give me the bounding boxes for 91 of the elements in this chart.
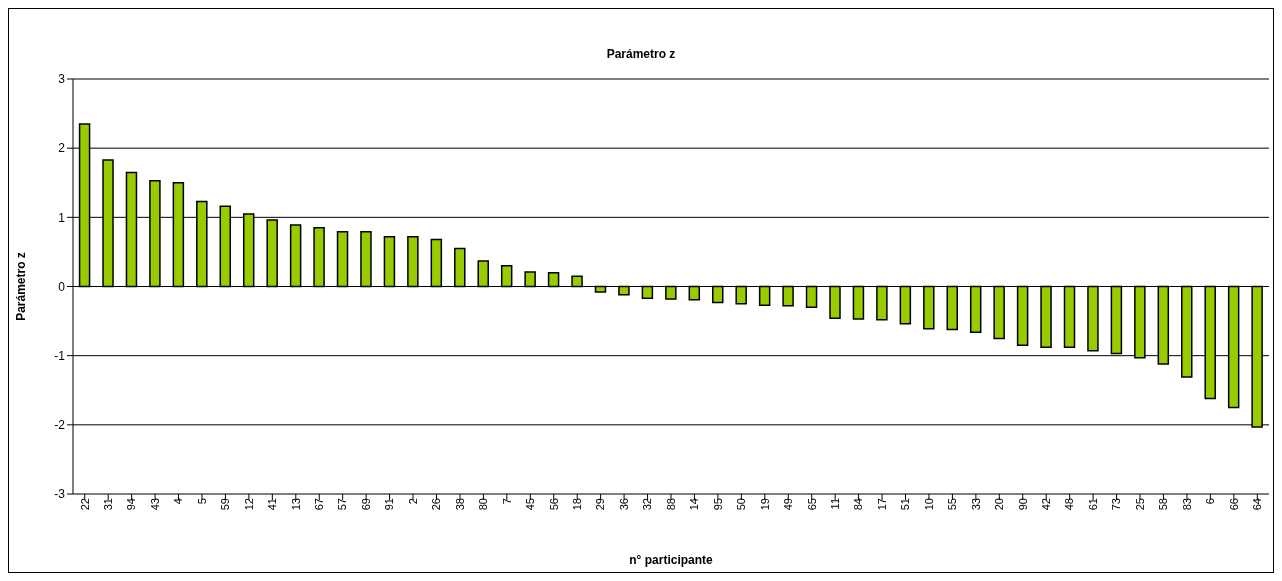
bar xyxy=(618,285,630,296)
x-tick-label: 45 xyxy=(524,498,537,511)
x-tick-label: 69 xyxy=(359,498,372,511)
bar xyxy=(336,231,349,288)
x-tick-label: 18 xyxy=(571,498,584,511)
x-tick-label: 22 xyxy=(78,498,91,511)
bar xyxy=(782,285,794,307)
x-tick-label: 51 xyxy=(899,498,912,511)
x-tick-label: 10 xyxy=(922,498,935,511)
x-tick-label: 41 xyxy=(266,498,279,511)
x-tick-label: 48 xyxy=(1063,498,1076,511)
bar xyxy=(665,285,677,300)
x-tick-label: 67 xyxy=(313,498,326,511)
x-tick-label: 43 xyxy=(148,498,161,511)
bar xyxy=(1063,285,1076,349)
y-tick-label: 3 xyxy=(58,72,66,87)
x-tick-label: 73 xyxy=(1110,498,1123,511)
x-tick-label: 61 xyxy=(1086,498,1099,511)
x-tick-label: 33 xyxy=(969,498,982,511)
x-tick-label: 20 xyxy=(993,498,1006,511)
x-tick-label: 5 xyxy=(195,498,208,505)
bar xyxy=(524,271,536,288)
bar xyxy=(313,226,325,288)
x-axis-title: n° participante xyxy=(629,553,714,567)
x-tick-label: 95 xyxy=(711,498,724,511)
x-tick-label: 59 xyxy=(219,498,232,511)
bar xyxy=(829,285,841,320)
x-tick-label: 25 xyxy=(1133,498,1146,511)
y-tick-label: -1 xyxy=(54,348,66,363)
x-tick-label: 58 xyxy=(1157,498,1170,511)
x-tick-label: 26 xyxy=(430,498,443,511)
x-tick-label: 83 xyxy=(1180,498,1193,511)
bar xyxy=(430,238,443,288)
bar xyxy=(500,265,513,288)
x-tick-label: 4 xyxy=(172,498,185,505)
y-tick-label: 0 xyxy=(58,279,66,294)
bar xyxy=(852,285,865,320)
bar xyxy=(993,285,1005,340)
x-tick-label: 14 xyxy=(688,498,701,511)
bar xyxy=(969,285,982,333)
bar xyxy=(946,285,958,331)
bar xyxy=(1040,285,1052,349)
x-tick-label: 55 xyxy=(946,498,959,511)
bar xyxy=(758,285,771,306)
x-tick-label: 94 xyxy=(125,498,138,511)
y-tick-label: 1 xyxy=(58,210,66,225)
x-tick-label: 6 xyxy=(1204,498,1217,505)
bar xyxy=(923,285,935,330)
bar xyxy=(1087,285,1099,352)
y-axis-title: Parámetro z xyxy=(14,252,29,321)
bar xyxy=(477,260,489,288)
x-tick-label: 38 xyxy=(453,498,466,511)
bar xyxy=(805,285,818,308)
bar xyxy=(899,285,912,325)
x-tick-label: 31 xyxy=(101,498,114,511)
x-tick-label: 57 xyxy=(336,498,349,511)
chart-title: Parámetro z xyxy=(605,47,677,63)
x-tick-label: 19 xyxy=(758,498,771,511)
bar xyxy=(1016,285,1029,347)
bar xyxy=(289,224,302,288)
bar xyxy=(360,231,372,288)
x-tick-label: 84 xyxy=(852,498,865,511)
x-tick-label: 12 xyxy=(242,498,255,511)
x-tick-label: 29 xyxy=(594,498,607,511)
y-tick-label: -2 xyxy=(54,418,66,433)
x-tick-label: 90 xyxy=(1016,498,1029,511)
x-tick-label: 91 xyxy=(383,498,396,511)
x-tick-label: 2 xyxy=(406,498,419,505)
bar xyxy=(383,235,396,288)
x-tick-label: 50 xyxy=(735,498,748,511)
x-tick-label: 56 xyxy=(547,498,560,511)
y-tick-label: -3 xyxy=(54,487,66,502)
x-tick-label: 64 xyxy=(1251,498,1264,511)
bar xyxy=(735,285,747,305)
bar xyxy=(407,235,419,288)
x-tick-label: 80 xyxy=(477,498,490,511)
x-tick-label: 65 xyxy=(805,498,818,511)
bar xyxy=(571,275,583,288)
x-tick-label: 7 xyxy=(500,498,513,505)
y-tick-label: 2 xyxy=(58,141,66,156)
x-tick-label: 88 xyxy=(664,498,677,511)
x-tick-label: 11 xyxy=(828,498,841,510)
bar xyxy=(876,285,888,321)
x-tick-label: 36 xyxy=(617,498,630,511)
x-tick-label: 49 xyxy=(782,498,795,511)
bar xyxy=(454,247,466,288)
x-tick-label: 17 xyxy=(875,498,888,511)
x-tick-label: 42 xyxy=(1040,498,1053,511)
x-tick-label: 32 xyxy=(641,498,654,511)
x-tick-label: 13 xyxy=(289,498,302,511)
x-tick-label: 66 xyxy=(1227,498,1240,511)
